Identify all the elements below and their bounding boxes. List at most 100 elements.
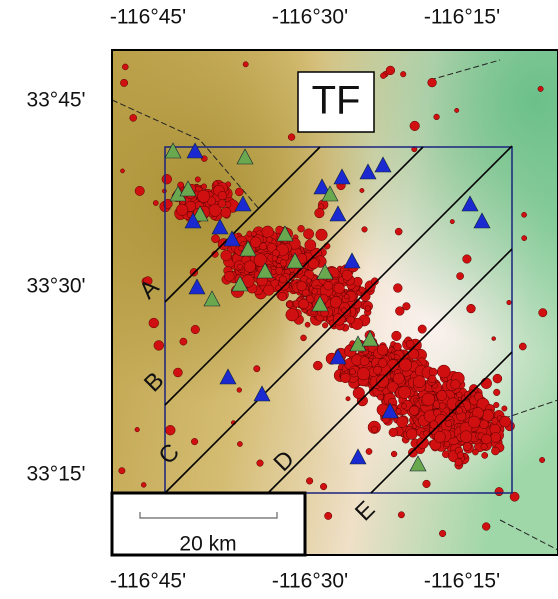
earthquake [235,188,243,196]
map-title: TF [312,79,361,123]
scale-bar-label: 20 km [179,533,236,556]
earthquake [122,64,128,70]
earthquake [237,264,242,269]
earthquake [316,229,328,241]
earthquake [313,361,322,370]
earthquake [519,343,526,350]
earthquake [264,285,275,296]
earthquake [360,357,369,366]
earthquake [380,73,386,79]
earthquake [165,425,175,435]
left-tick-label: 33°30' [26,275,85,298]
left-tick-label: 33°45' [26,89,85,112]
earthquake [119,468,125,474]
earthquake [325,512,332,519]
top-tick-label: -116°30' [272,6,348,29]
earthquake [500,416,511,427]
earthquake [237,388,242,393]
earthquake [386,66,395,75]
earthquake [539,309,547,317]
earthquake [180,338,187,345]
earthquake [250,237,261,248]
earthquake [418,325,426,333]
earthquake [502,406,507,411]
earthquake [401,404,406,409]
map-figure: TF 20 km -116°45' -116°30' -116°15' -116… [0,0,558,599]
earthquake [347,316,355,324]
earthquake [130,114,137,121]
earthquake [468,416,480,428]
earthquake [307,279,312,284]
earthquake [312,289,318,295]
earthquake [191,438,198,445]
earthquake [120,169,124,173]
earthquake [149,318,159,328]
earthquake [398,512,404,518]
earthquake [195,177,200,182]
earthquake [271,270,276,275]
earthquake [439,530,446,537]
earthquake [365,306,371,312]
earthquake [437,390,447,400]
earthquake [467,304,476,313]
earthquake [481,443,487,449]
earthquake [257,460,264,467]
earthquake [460,431,472,443]
earthquake [492,337,496,341]
earthquake [482,523,490,531]
earthquake [320,483,327,490]
earthquake [315,208,325,218]
earthquake [406,340,414,348]
earthquake [463,442,471,450]
earthquake [135,186,144,195]
earthquake [538,86,543,91]
earthquake [298,225,305,232]
earthquake [439,403,446,410]
earthquake [392,331,402,341]
earthquake [262,226,274,238]
earthquake [362,227,368,233]
earthquake [154,341,164,351]
earthquake [280,260,287,267]
earthquake [135,427,140,432]
earthquake [303,229,313,239]
top-tick-label: -116°45' [110,6,186,29]
earthquake [491,433,501,443]
earthquake [334,283,345,294]
earthquake [434,114,440,120]
earthquake [522,236,527,241]
earthquake [493,389,500,396]
earthquake [221,250,232,261]
earthquake [507,300,512,305]
earthquake [434,431,445,442]
earthquake [393,373,404,384]
earthquake [305,240,316,251]
earthquake [243,62,248,67]
earthquake [324,281,333,290]
earthquake [176,204,188,216]
earthquake [451,380,461,390]
earthquake [444,441,450,447]
earthquake [455,459,462,466]
earthquake [428,78,437,87]
earthquake [211,235,219,243]
earthquake [266,237,272,243]
earthquake [389,428,398,437]
earthquake [237,441,242,446]
earthquake [279,276,286,283]
earthquake [396,408,401,413]
earthquake [357,367,370,380]
earthquake [275,267,282,274]
left-tick-label: 33°15' [26,463,85,486]
earthquake [197,190,209,202]
bottom-tick-label: -116°15' [424,570,500,593]
earthquake [218,191,227,200]
earthquake [224,271,234,281]
earthquake [287,302,293,308]
bottom-tick-label: -116°45' [110,570,186,593]
earthquake [446,421,452,427]
earthquake [400,71,406,77]
earthquake [299,299,309,309]
earthquake [407,429,418,440]
earthquake [162,174,172,184]
